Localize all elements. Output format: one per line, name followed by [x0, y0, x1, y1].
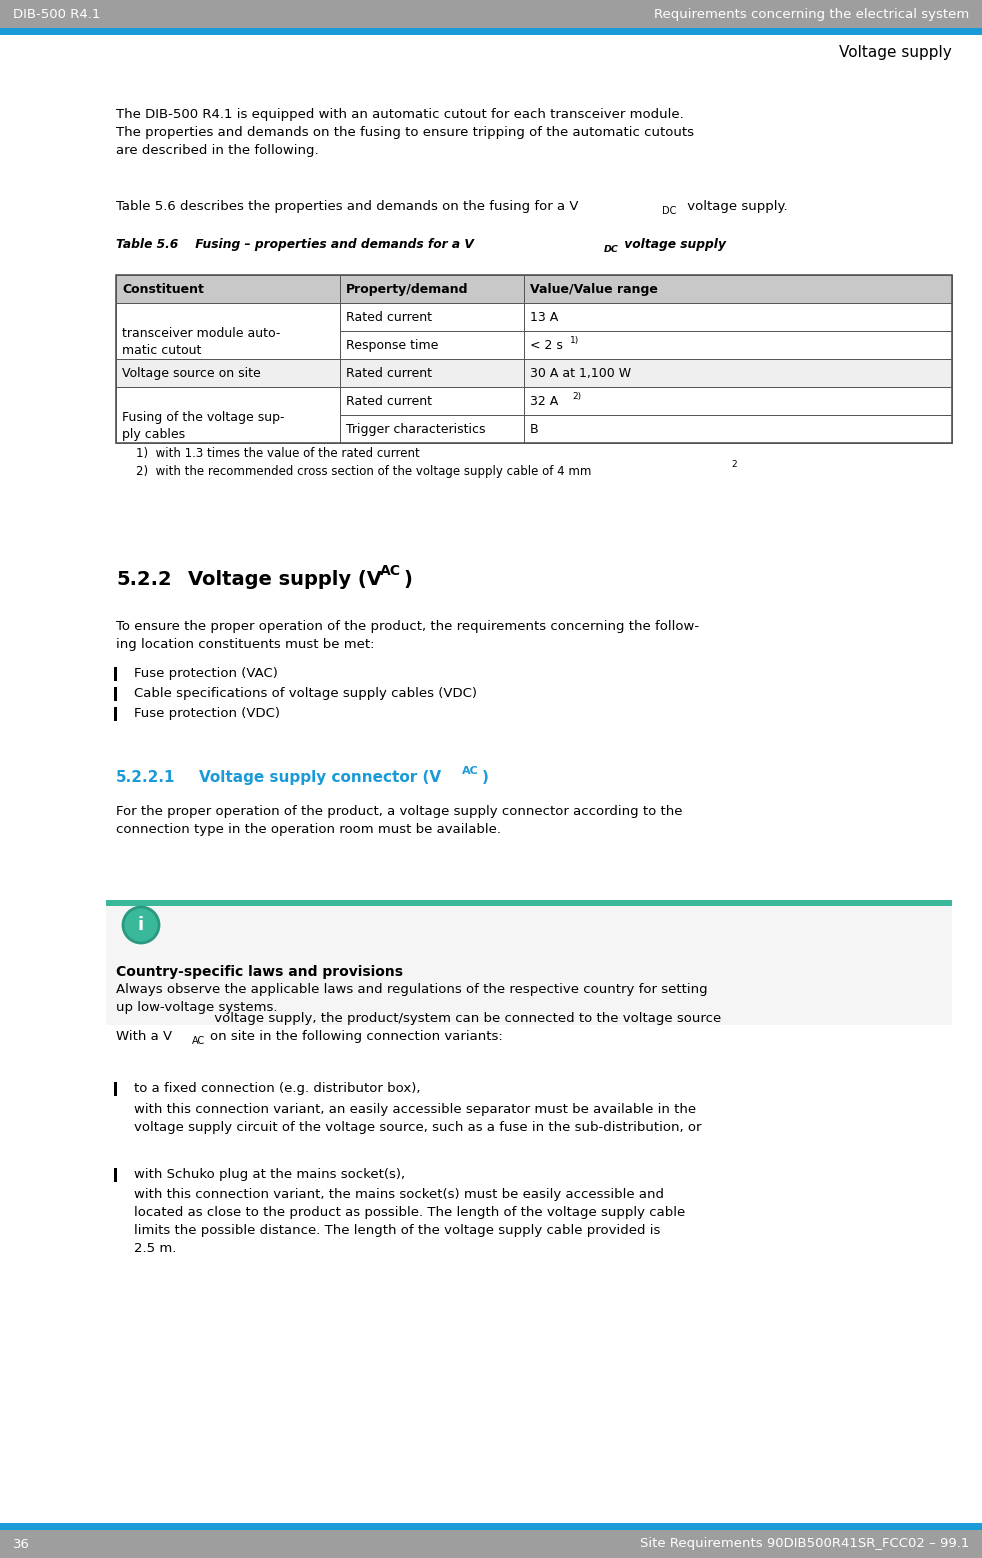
Bar [106, 901, 952, 907]
Text: Voltage supply connector (V: Voltage supply connector (V [199, 770, 441, 785]
Text: Requirements concerning the electrical system: Requirements concerning the electrical s… [654, 8, 969, 20]
Bar [340, 302, 524, 330]
Bar [116, 386, 340, 442]
Text: ): ) [482, 770, 489, 785]
Text: 13 A: 13 A [530, 310, 558, 324]
Bar [116, 276, 952, 442]
Text: 5.2.2: 5.2.2 [116, 570, 172, 589]
Text: Always observe the applicable laws and regulations of the respective country for: Always observe the applicable laws and r… [116, 983, 708, 1014]
Bar [114, 707, 117, 721]
Text: Voltage source on site: Voltage source on site [122, 366, 261, 380]
Bar [340, 330, 524, 358]
Text: Response time: Response time [346, 338, 438, 352]
Text: DC: DC [662, 206, 677, 217]
Bar [524, 386, 952, 414]
Text: Rated current: Rated current [346, 366, 432, 380]
Text: AC: AC [380, 564, 401, 578]
Bar [340, 414, 524, 442]
Text: with Schuko plug at the mains socket(s),: with Schuko plug at the mains socket(s), [134, 1168, 406, 1181]
Bar [524, 302, 952, 330]
Text: < 2 s: < 2 s [530, 338, 563, 352]
Text: ): ) [403, 570, 411, 589]
Text: To ensure the proper operation of the product, the requirements concerning the f: To ensure the proper operation of the pr… [116, 620, 699, 651]
Text: with this connection variant, the mains socket(s) must be easily accessible and
: with this connection variant, the mains … [134, 1189, 685, 1256]
Bar [116, 302, 340, 358]
Text: Fuse protection (VDC): Fuse protection (VDC) [134, 707, 280, 720]
Bar [0, 1530, 982, 1558]
Text: Rated current: Rated current [346, 394, 432, 408]
Text: 30 A at 1,100 W: 30 A at 1,100 W [530, 366, 631, 380]
Bar [0, 28, 982, 34]
Text: 1): 1) [570, 335, 579, 344]
Text: For the proper operation of the product, a voltage supply connector according to: For the proper operation of the product,… [116, 805, 682, 837]
Text: Property/demand: Property/demand [346, 282, 468, 296]
Text: Country-specific laws and provisions: Country-specific laws and provisions [116, 964, 403, 978]
Text: 2): 2) [572, 391, 581, 400]
Text: 5.2.2.1: 5.2.2.1 [116, 770, 176, 785]
Text: 32 A: 32 A [530, 394, 558, 408]
Text: Constituent: Constituent [122, 282, 204, 296]
Text: Rated current: Rated current [346, 310, 432, 324]
Text: AC: AC [462, 767, 479, 776]
Text: Trigger characteristics: Trigger characteristics [346, 422, 485, 436]
Text: with this connection variant, an easily accessible separator must be available i: with this connection variant, an easily … [134, 1103, 701, 1134]
Text: 1)  with 1.3 times the value of the rated current: 1) with 1.3 times the value of the rated… [136, 447, 419, 460]
Circle shape [123, 907, 159, 943]
Text: Value/Value range: Value/Value range [530, 282, 658, 296]
Text: Table 5.6 describes the properties and demands on the fusing for a V: Table 5.6 describes the properties and d… [116, 199, 578, 213]
Bar [340, 386, 524, 414]
Text: 2)  with the recommended cross section of the voltage supply cable of 4 mm: 2) with the recommended cross section of… [136, 464, 591, 478]
Text: voltage supply.: voltage supply. [683, 199, 788, 213]
Text: Fusing of the voltage sup-
ply cables: Fusing of the voltage sup- ply cables [122, 411, 285, 441]
Text: DIB-500 R4.1: DIB-500 R4.1 [13, 8, 100, 20]
Text: to a fixed connection (e.g. distributor box),: to a fixed connection (e.g. distributor … [134, 1081, 420, 1095]
Text: i: i [137, 916, 144, 933]
Text: Table 5.6    Fusing – properties and demands for a V: Table 5.6 Fusing – properties and demand… [116, 238, 474, 251]
Bar [524, 358, 952, 386]
Bar [116, 358, 340, 386]
Text: voltage supply: voltage supply [620, 238, 726, 251]
Text: voltage supply, the product/system can be connected to the voltage source
on sit: voltage supply, the product/system can b… [210, 1013, 721, 1042]
Bar [116, 276, 340, 302]
Bar [114, 1081, 117, 1095]
Bar [340, 276, 524, 302]
Bar [0, 0, 982, 28]
Bar [114, 1168, 117, 1183]
Text: Cable specifications of voltage supply cables (VDC): Cable specifications of voltage supply c… [134, 687, 477, 700]
Text: Fuse protection (VAC): Fuse protection (VAC) [134, 667, 278, 679]
Bar [340, 358, 524, 386]
Text: 2: 2 [731, 460, 736, 469]
Text: 36: 36 [13, 1538, 29, 1550]
Bar [524, 276, 952, 302]
Text: B: B [530, 422, 538, 436]
Text: AC: AC [192, 1036, 205, 1045]
Bar [114, 687, 117, 701]
Text: The DIB-500 R4.1 is equipped with an automatic cutout for each transceiver modul: The DIB-500 R4.1 is equipped with an aut… [116, 108, 694, 157]
Text: Site Requirements 90DIB500R41SR_FCC02 – 99.1: Site Requirements 90DIB500R41SR_FCC02 – … [639, 1538, 969, 1550]
Text: Voltage supply: Voltage supply [840, 45, 952, 61]
Bar [114, 667, 117, 681]
Bar [524, 330, 952, 358]
Bar [524, 414, 952, 442]
Text: DC: DC [604, 245, 619, 254]
Text: With a V: With a V [116, 1030, 172, 1042]
Text: transceiver module auto-
matic cutout: transceiver module auto- matic cutout [122, 327, 281, 357]
Bar [106, 901, 952, 1025]
Text: Voltage supply (V: Voltage supply (V [188, 570, 382, 589]
Bar [0, 1524, 982, 1530]
